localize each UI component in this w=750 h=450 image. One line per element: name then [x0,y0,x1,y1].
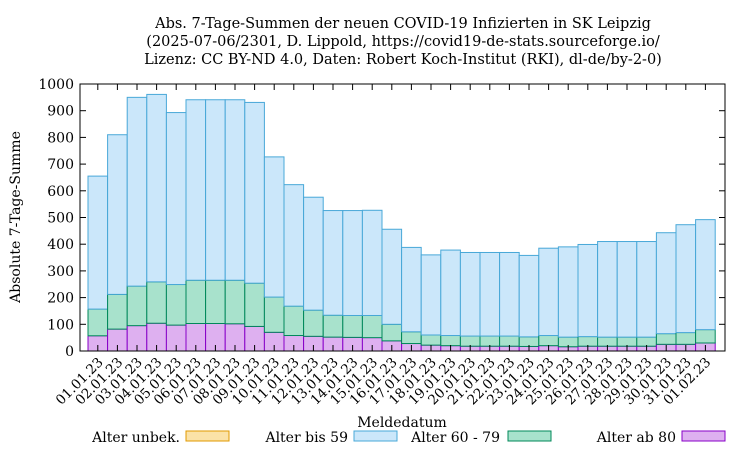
bar-alter-bis-59-31.01.23 [675,224,697,334]
y-axis: 0 100 200 300 400 500 600 700 800 900 1000 [38,77,725,360]
y-tick-label: 600 [47,184,74,200]
bar-alter-60-79-15.01.23 [361,314,383,339]
y-tick-label: 1000 [38,77,74,93]
bar-alter-bis-59-15.01.23 [361,209,383,316]
y-tick-label: 300 [47,264,74,280]
bar-alter-60-79-02.01.23 [107,293,128,330]
bar-alter-bis-59-08.01.23 [224,99,246,281]
y-tick-label: 500 [47,211,74,227]
y-tick-label: 0 [65,344,74,360]
bar-alter-60-79-11.01.23 [283,305,305,337]
legend-label: Alter unbek. [91,430,180,446]
bar-alter-60-79-13.01.23 [322,314,344,338]
bar-alter-bis-59-22.01.23 [499,251,520,337]
legend-swatch [353,430,398,442]
bar-alter-bis-59-28.01.23 [616,241,638,338]
y-axis-label: Absolute 7-Tage-Summe [8,131,24,304]
bar-alter-60-79-10.01.23 [263,296,285,333]
y-tick-label: 200 [47,291,74,307]
bar-alter-60-79-01.02.23 [695,329,716,344]
bar-alter-bis-59-23.01.23 [518,254,540,338]
bar-alter-bis-59-19.01.23 [440,249,461,337]
bar-alter-bis-59-07.01.23 [205,99,226,281]
x-axis-label: Meldedatum [357,415,447,431]
bar-alter-60-79-26.01.23 [577,336,599,347]
chart-title-line-1: Abs. 7-Tage-Summen der neuen COVID-19 In… [154,16,651,32]
plot-frame [79,83,726,352]
bar-alter-bis-59-30.01.23 [655,232,677,335]
bar-alter-60-79-16.01.23 [381,323,403,342]
bar-alter-60-79-21.01.23 [479,335,501,347]
bar-alter-60-79-03.01.23 [126,285,148,327]
bar-alter-bis-59-11.01.23 [283,184,305,307]
bar-alter-bis-59-05.01.23 [165,112,187,286]
bar-alter-bis-59-06.01.23 [185,99,207,281]
bar-alter-bis-59-25.01.23 [557,246,579,338]
legend: Alter unbek. Alter bis 59 Alter 60 - 79 Alt… [91,430,726,446]
bar-alter-60-79-22.01.23 [499,335,520,347]
legend-swatch [185,430,230,442]
x-axis: 01.01.2302.01.2303.01.2304.01.2305.01.23… [53,84,714,408]
bar-alter-bis-59-20.01.23 [459,251,481,337]
bar-alter-60-79-05.01.23 [165,284,187,326]
bar-alter-bis-59-26.01.23 [577,243,599,338]
bar-alter-60-79-06.01.23 [185,279,207,324]
bar-alter-60-79-09.01.23 [244,282,265,327]
bar-alter-bis-59-24.01.23 [538,247,559,337]
bar-alter-bis-59-17.01.23 [401,246,422,333]
y-tick-label: 400 [47,237,74,253]
bar-alter-60-79-27.01.23 [597,336,618,347]
legend-label: Alter ab 80 [596,430,676,446]
y-tick-label: 100 [47,317,74,333]
bar-alter-bis-59-27.01.23 [597,241,618,338]
bar-alter-60-79-29.01.23 [636,336,657,347]
bar-alter-bis-59-16.01.23 [381,228,403,325]
bar-alter-bis-59-01.01.23 [87,175,109,310]
bar-alter-60-79-01.01.23 [87,308,109,337]
legend-label: Alter 60 - 79 [410,430,500,446]
bar-alter-60-79-18.01.23 [420,334,442,346]
bar-alter-bis-59-12.01.23 [303,196,324,311]
bar-alter-60-79-24.01.23 [538,335,559,347]
bar-alter-bis-59-09.01.23 [244,101,265,284]
y-tick-label: 700 [47,157,74,173]
bar-alter-60-79-20.01.23 [459,335,481,347]
bar-alter-60-79-14.01.23 [342,314,363,338]
bar-alter-bis-59-13.01.23 [322,210,344,316]
bar-alter-bis-59-04.01.23 [146,93,167,283]
bar-alter-bis-59-01.02.23 [695,219,716,331]
bar-alter-bis-59-02.01.23 [107,134,128,295]
bar-alter-60-79-28.01.23 [616,336,638,347]
bar-alter-bis-59-21.01.23 [479,251,501,337]
bar-alter-bis-59-14.01.23 [342,210,363,316]
bar-alter-bis-59-10.01.23 [263,156,285,298]
bar-alter-60-79-30.01.23 [655,333,677,345]
bar-alter-bis-59-18.01.23 [420,254,442,336]
legend-label: Alter bis 59 [264,430,348,446]
y-tick-label: 800 [47,130,74,146]
bar-alter-60-79-17.01.23 [401,331,422,345]
legend-swatch [507,430,552,442]
bar-alter-60-79-07.01.23 [205,279,226,324]
bar-alter-bis-59-03.01.23 [126,96,148,287]
bar-alter-60-79-12.01.23 [303,309,324,337]
chart-title-line-3: Lizenz: CC BY-ND 4.0, Daten: Robert Koch… [144,52,662,68]
bar-alter-bis-59-29.01.23 [636,241,657,338]
chart-title-line-2: (2025-07-06/2301, D. Lippold, https://co… [146,34,660,50]
bar-alter-60-79-04.01.23 [146,281,167,324]
bar-alter-60-79-31.01.23 [675,332,697,345]
bar-alter-60-79-19.01.23 [440,335,461,347]
legend-swatch [681,430,726,442]
bar-alter-60-79-08.01.23 [224,279,246,325]
y-tick-label: 900 [47,104,74,120]
bars-group [87,93,716,352]
